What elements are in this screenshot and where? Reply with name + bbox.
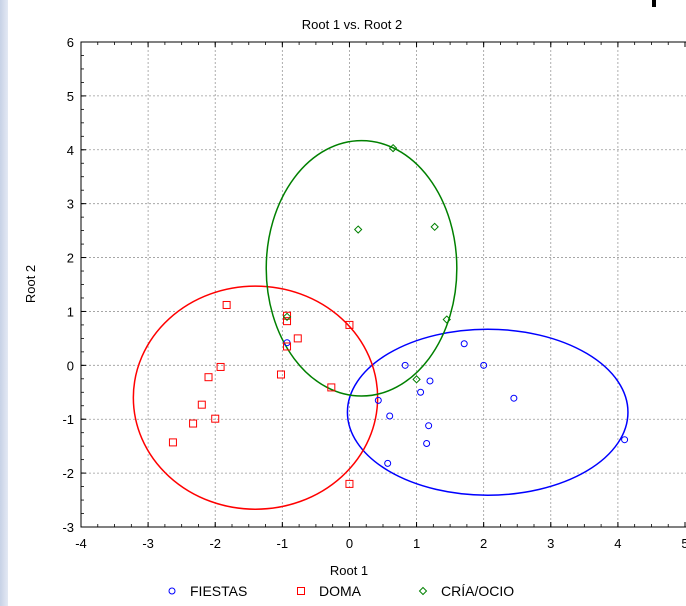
legend-label: CRÍA/OCIO — [441, 583, 514, 599]
data-points — [168, 143, 629, 488]
y-tick-labels: -3 -2 -1 0 1 2 3 4 5 6 — [62, 35, 74, 535]
point-circle — [423, 439, 431, 447]
point-circle — [510, 394, 518, 402]
y-tick-label: 4 — [67, 143, 74, 158]
point-diamond — [282, 312, 292, 322]
x-tick-label: 1 — [413, 536, 420, 551]
legend-marker-diamond — [418, 586, 428, 596]
x-tick-label: 5 — [681, 536, 686, 551]
point-circle — [621, 436, 629, 444]
x-tick-label: -2 — [209, 536, 221, 551]
legend: FIESTAS DOMA CRÍA/OCIO — [168, 583, 514, 599]
y-tick-label: 6 — [67, 35, 74, 50]
point-square — [197, 400, 206, 409]
point-circle — [386, 412, 394, 420]
point-square — [168, 438, 177, 447]
point-diamond — [430, 222, 439, 232]
x-tick-label: 0 — [346, 536, 353, 551]
point-square — [222, 300, 231, 309]
x-axis-label: Root 1 — [330, 563, 368, 578]
chart-title: Root 1 vs. Root 2 — [302, 17, 402, 32]
y-tick-label: 2 — [67, 251, 74, 266]
cursor-marker — [652, 0, 656, 7]
y-tick-label: -3 — [62, 520, 74, 535]
y-tick-label: -2 — [62, 466, 74, 481]
y-tick-label: 0 — [67, 358, 74, 373]
point-circle — [426, 377, 434, 385]
point-diamond — [412, 375, 421, 384]
point-diamond — [388, 143, 398, 153]
ellipse-square — [132, 285, 379, 510]
point-square — [189, 419, 198, 428]
point-circle — [425, 422, 433, 430]
point-circle — [417, 388, 425, 396]
point-square — [293, 334, 302, 343]
grid-lines — [81, 42, 686, 527]
point-circle — [374, 396, 382, 404]
point-square — [283, 311, 292, 320]
point-circle — [460, 340, 468, 348]
x-tick-label: 3 — [547, 536, 554, 551]
point-square — [283, 342, 292, 351]
point-circle — [384, 459, 392, 467]
point-square — [216, 362, 225, 371]
window-edge — [0, 0, 8, 606]
ellipse-circle — [346, 328, 629, 496]
x-tick-label: -3 — [142, 536, 154, 551]
legend-label: FIESTAS — [190, 583, 247, 599]
point-diamond — [353, 225, 363, 234]
x-tick-labels: -4 -3 -2 -1 0 1 2 3 4 5 — [75, 536, 686, 551]
x-tick-label: -1 — [277, 536, 289, 551]
axis-ticks — [80, 41, 686, 528]
legend-label: DOMA — [319, 583, 362, 599]
legend-marker-square — [297, 587, 305, 595]
point-square — [204, 373, 213, 382]
point-square — [283, 317, 292, 326]
point-diamond — [442, 315, 451, 324]
y-tick-label: 5 — [67, 89, 74, 104]
x-tick-label: 2 — [480, 536, 487, 551]
x-tick-label: 4 — [614, 536, 621, 551]
ellipse-diamond — [265, 139, 458, 397]
point-square — [345, 479, 354, 488]
point-square — [327, 383, 336, 392]
point-circle — [480, 361, 488, 369]
chart-panel — [8, 0, 686, 606]
plot-frame — [80, 41, 686, 528]
y-axis-label: Root 2 — [23, 265, 38, 303]
x-tick-label: -4 — [75, 536, 87, 551]
point-square — [211, 414, 220, 423]
point-circle — [401, 361, 409, 369]
y-tick-label: -1 — [62, 412, 74, 427]
point-square — [345, 320, 354, 329]
y-tick-label: 3 — [67, 197, 74, 212]
point-square — [276, 370, 285, 379]
legend-marker-circle — [168, 587, 176, 595]
confidence-ellipses — [132, 139, 629, 510]
y-tick-label: 1 — [67, 304, 74, 319]
